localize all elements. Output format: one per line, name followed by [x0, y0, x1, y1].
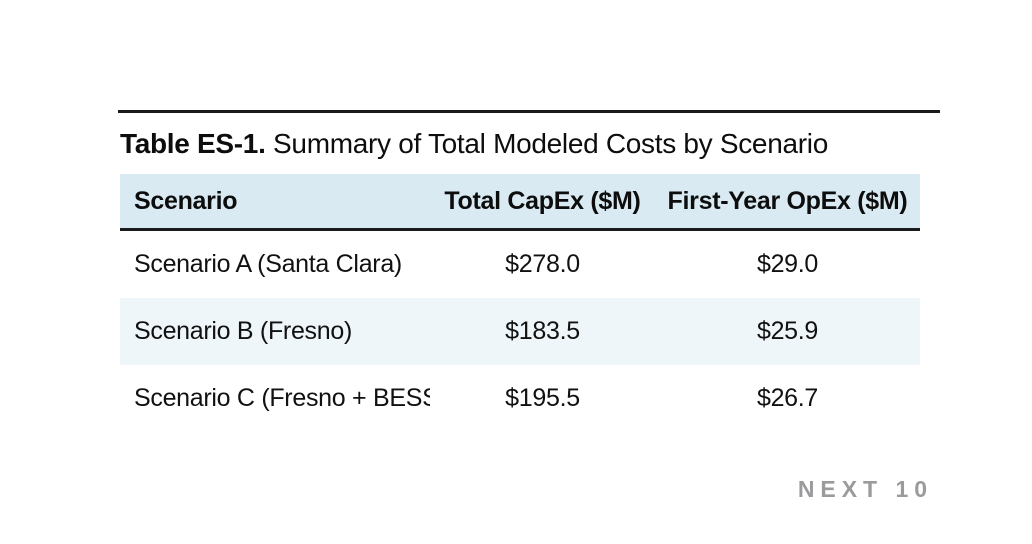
next10-logo: NEXT 10 [797, 476, 933, 502]
cell-opex-value: $29.0 [756, 250, 819, 278]
cell-capex-value: $183.5 [505, 317, 580, 345]
cell-capex-value: $278.0 [505, 250, 580, 278]
column-header-scenario: Scenario [120, 174, 430, 231]
cost-summary-table: Scenario Total CapEx ($M) First-Year OpE… [120, 174, 920, 432]
column-header-opex: First-Year OpEx ($M) [655, 174, 920, 231]
cell-opex-value: $25.9 [756, 317, 819, 345]
table-title-caption: Summary of Total Modeled Costs by Scenar… [273, 128, 828, 159]
table-title: Table ES-1. Summary of Total Modeled Cos… [120, 127, 828, 161]
cell-capex-value: $195.5 [505, 384, 580, 412]
table-header-row: Scenario Total CapEx ($M) First-Year OpE… [120, 174, 920, 231]
table-title-number: Table ES-1. [120, 128, 266, 159]
cell-scenario-name: Scenario A (Santa Clara) [134, 250, 402, 278]
column-header-capex: Total CapEx ($M) [430, 174, 655, 231]
table-row-scenario-a: Scenario A (Santa Clara) $278.0 $29.0 [120, 230, 920, 299]
cell-scenario-name: Scenario C (Fresno + BESS) [134, 384, 430, 412]
cell-opex-value: $26.7 [756, 384, 819, 412]
cell-scenario-name: Scenario B (Fresno) [134, 317, 352, 345]
section-divider-rule [118, 110, 940, 113]
table-row-scenario-c: Scenario C (Fresno + BESS) $195.5 $26.7 [120, 365, 920, 432]
table-row-scenario-b: Scenario B (Fresno) $183.5 $25.9 [120, 298, 920, 365]
